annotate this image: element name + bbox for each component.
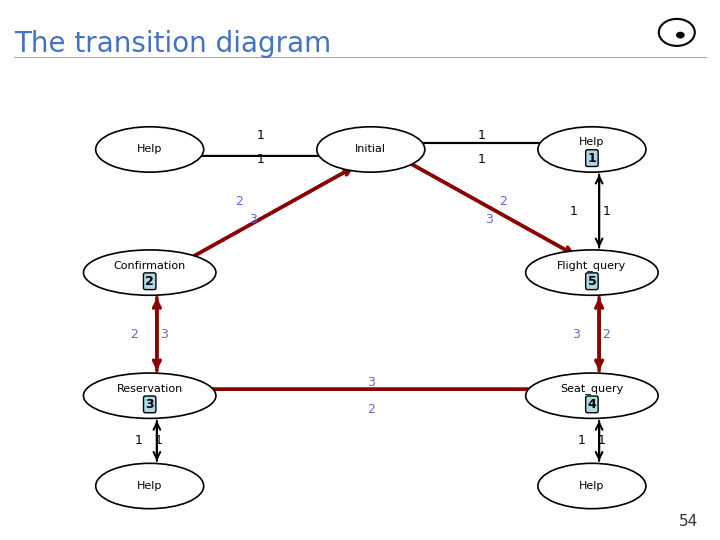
Ellipse shape	[84, 373, 216, 418]
Text: 2: 2	[499, 195, 507, 208]
Circle shape	[677, 32, 684, 38]
Text: 3: 3	[572, 328, 580, 341]
Text: 1: 1	[256, 153, 264, 166]
Text: 2: 2	[145, 275, 154, 288]
Text: Reservation: Reservation	[117, 384, 183, 394]
Text: Confirmation: Confirmation	[114, 261, 186, 271]
Text: Initial: Initial	[355, 145, 387, 154]
Text: 54: 54	[679, 514, 698, 529]
FancyArrowPatch shape	[175, 153, 343, 159]
Text: Help: Help	[137, 481, 163, 491]
FancyArrowPatch shape	[595, 298, 603, 367]
FancyArrowPatch shape	[595, 421, 603, 458]
FancyArrowPatch shape	[595, 423, 603, 461]
FancyArrowPatch shape	[595, 177, 603, 248]
Text: 3: 3	[145, 398, 154, 411]
Text: 1: 1	[477, 130, 485, 143]
Text: 1: 1	[603, 205, 611, 218]
FancyArrowPatch shape	[179, 386, 567, 393]
Ellipse shape	[526, 373, 658, 418]
Text: Flight_query: Flight_query	[557, 260, 626, 271]
FancyArrowPatch shape	[175, 386, 563, 393]
Text: Help: Help	[579, 481, 605, 491]
FancyArrowPatch shape	[398, 140, 567, 146]
Text: 3: 3	[249, 213, 257, 226]
Text: 1: 1	[577, 434, 585, 447]
Text: 1: 1	[135, 434, 143, 447]
Ellipse shape	[538, 463, 646, 509]
Text: The transition diagram: The transition diagram	[14, 30, 332, 58]
Text: 1: 1	[588, 152, 596, 165]
Text: 3: 3	[485, 213, 492, 226]
FancyArrowPatch shape	[401, 158, 575, 255]
Text: Seat_query: Seat_query	[560, 383, 624, 394]
Text: 1: 1	[598, 434, 606, 447]
Text: 4: 4	[588, 398, 596, 411]
FancyArrowPatch shape	[595, 301, 603, 371]
Circle shape	[659, 19, 695, 46]
Ellipse shape	[526, 250, 658, 295]
FancyArrowPatch shape	[180, 167, 354, 264]
FancyArrowPatch shape	[153, 298, 161, 367]
Text: 2: 2	[130, 328, 138, 341]
Text: 2: 2	[603, 328, 611, 341]
Text: 3: 3	[160, 328, 168, 341]
Text: 2: 2	[235, 195, 243, 208]
Ellipse shape	[96, 463, 204, 509]
Text: Help: Help	[137, 145, 163, 154]
Text: 1: 1	[570, 205, 578, 218]
FancyArrowPatch shape	[595, 174, 603, 245]
Text: 1: 1	[256, 130, 264, 143]
Ellipse shape	[96, 127, 204, 172]
FancyArrowPatch shape	[153, 301, 161, 371]
Ellipse shape	[84, 250, 216, 295]
FancyArrowPatch shape	[176, 168, 351, 266]
Text: Help: Help	[579, 138, 605, 147]
Text: 1: 1	[155, 434, 163, 447]
FancyArrowPatch shape	[396, 140, 564, 146]
Ellipse shape	[538, 127, 646, 172]
Text: 2: 2	[367, 403, 374, 416]
FancyArrowPatch shape	[153, 423, 161, 461]
FancyArrowPatch shape	[153, 421, 161, 458]
FancyArrowPatch shape	[397, 157, 572, 253]
Text: 3: 3	[367, 376, 374, 389]
Text: 1: 1	[477, 153, 485, 166]
Text: 5: 5	[588, 275, 596, 288]
FancyArrowPatch shape	[177, 153, 346, 159]
Ellipse shape	[317, 127, 425, 172]
